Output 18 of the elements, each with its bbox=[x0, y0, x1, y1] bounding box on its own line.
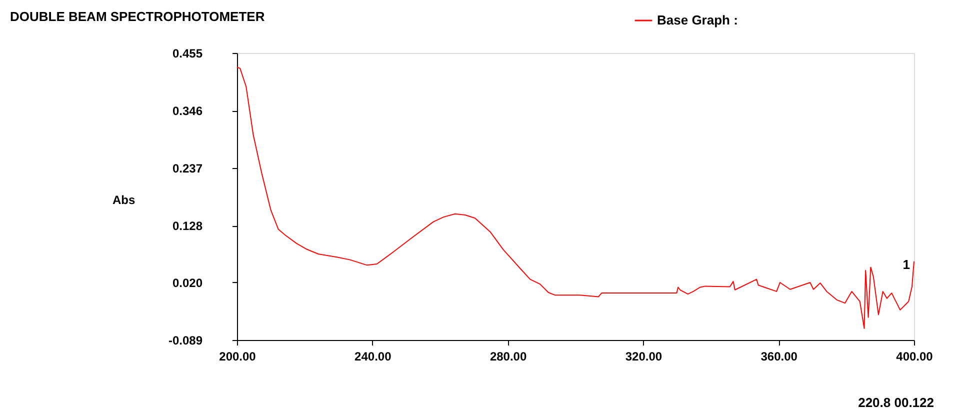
x-tick-label: 200.00 bbox=[219, 350, 256, 364]
y-tick-label: 0.455 bbox=[172, 46, 203, 60]
y-tick-label: 0.128 bbox=[172, 219, 203, 234]
y-tick-label: 0.346 bbox=[172, 104, 203, 118]
y-axis-title: Abs bbox=[112, 193, 136, 207]
line-series bbox=[236, 66, 914, 329]
y-tick-label: 0.020 bbox=[172, 276, 203, 290]
chart-title: DOUBLE BEAM SPECTROPHOTOMETER bbox=[10, 9, 266, 24]
x-tick-label: 360.00 bbox=[760, 350, 798, 364]
x-tick-label: 320.00 bbox=[625, 350, 662, 364]
y-tick-label: 0.237 bbox=[172, 162, 203, 176]
x-tick-label: 240.00 bbox=[354, 350, 392, 364]
annotation: 1 bbox=[902, 257, 910, 272]
text: 220.8 00.122 bbox=[858, 395, 934, 410]
x-tick-label: 400.00 bbox=[896, 350, 934, 364]
x-tick-label: 280.00 bbox=[490, 350, 527, 364]
legend-label: Base Graph : bbox=[657, 12, 738, 28]
y-tick-label: -0.089 bbox=[168, 334, 203, 348]
